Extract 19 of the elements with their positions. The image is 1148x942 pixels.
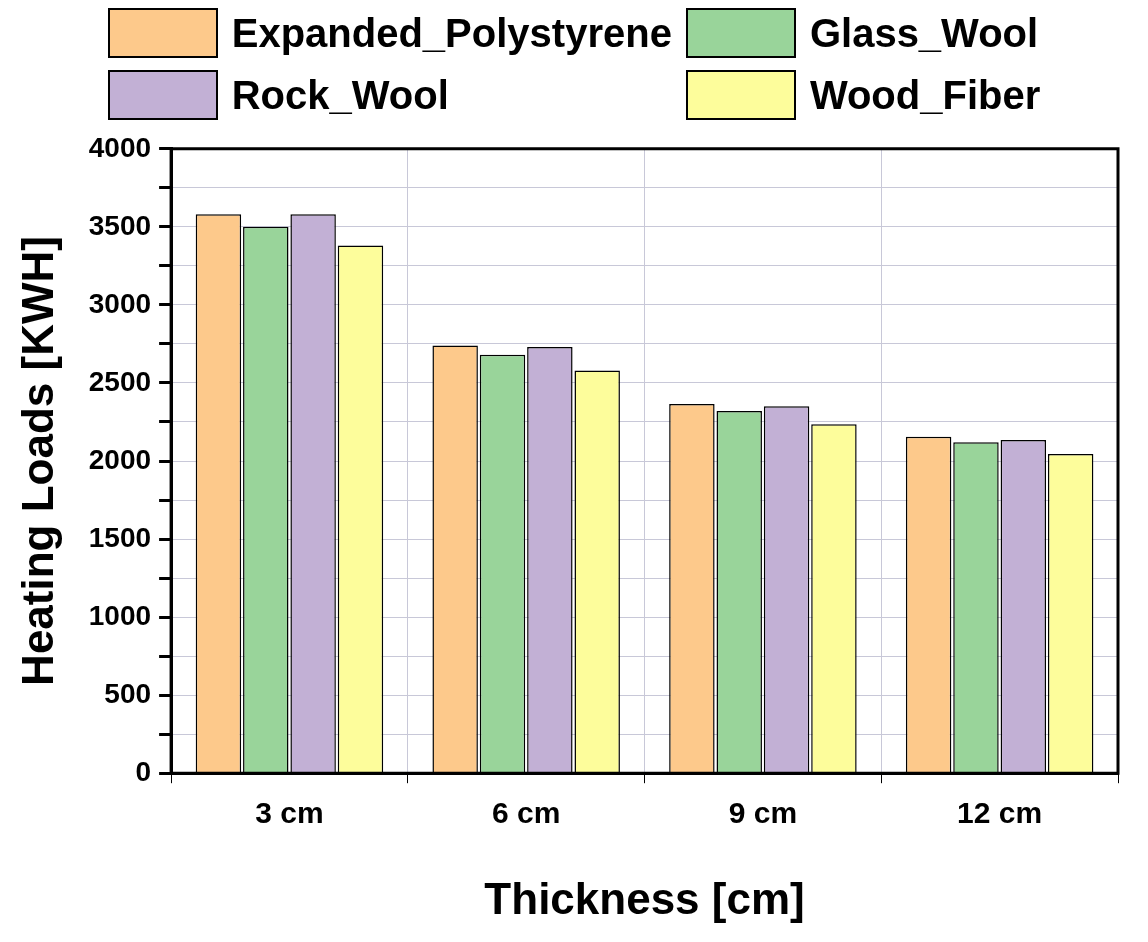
legend-label: Glass_Wool (809, 10, 1039, 56)
x-tick-label: 3 cm (255, 796, 324, 830)
y-tick-label: 1000 (88, 599, 152, 631)
y-tick-label: 4000 (88, 131, 152, 163)
legend-label: Expanded_Polystyrene (231, 10, 672, 56)
y-tick-label: 3500 (88, 209, 152, 241)
y-tick-label: 2500 (88, 365, 152, 397)
x-tick-label: 9 cm (728, 796, 798, 830)
x-tick-label: 12 cm (957, 796, 1043, 830)
y-tick-label: 500 (104, 677, 152, 709)
x-tick-label: 6 cm (491, 796, 561, 830)
y-tick-label: 3000 (88, 287, 152, 319)
legend-label: Rock_Wool (231, 72, 449, 118)
x-axis-title: Thickness [cm] (484, 873, 805, 923)
y-tick-label: 1500 (88, 521, 152, 553)
y-axis-title: Heating Loads [KWH] (12, 236, 62, 686)
y-tick-label: 0 (135, 755, 152, 787)
legend-label: Wood_Fiber (809, 72, 1041, 118)
y-tick-label: 2000 (88, 443, 152, 475)
